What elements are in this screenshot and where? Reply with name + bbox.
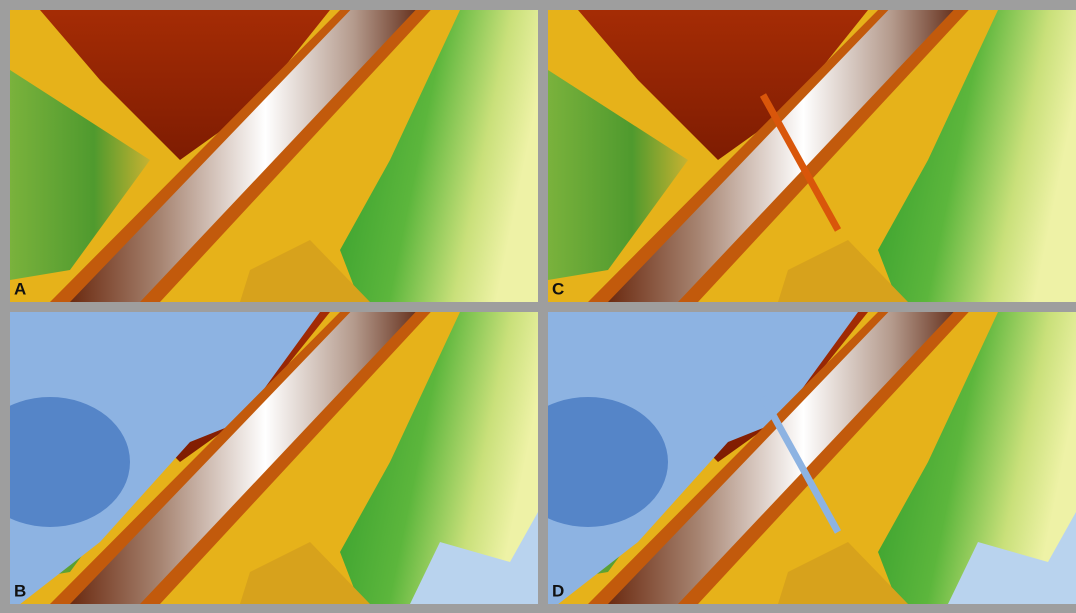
panel: D — [508, 302, 1076, 612]
panel-label: D — [552, 581, 564, 600]
panel: A — [10, 0, 538, 302]
panel: C — [548, 0, 1076, 302]
panel-label: A — [14, 279, 26, 298]
panel-label: C — [552, 279, 564, 298]
panel-label: B — [14, 581, 26, 600]
figure: A B C D — [0, 0, 1076, 613]
panel: B — [0, 302, 538, 612]
